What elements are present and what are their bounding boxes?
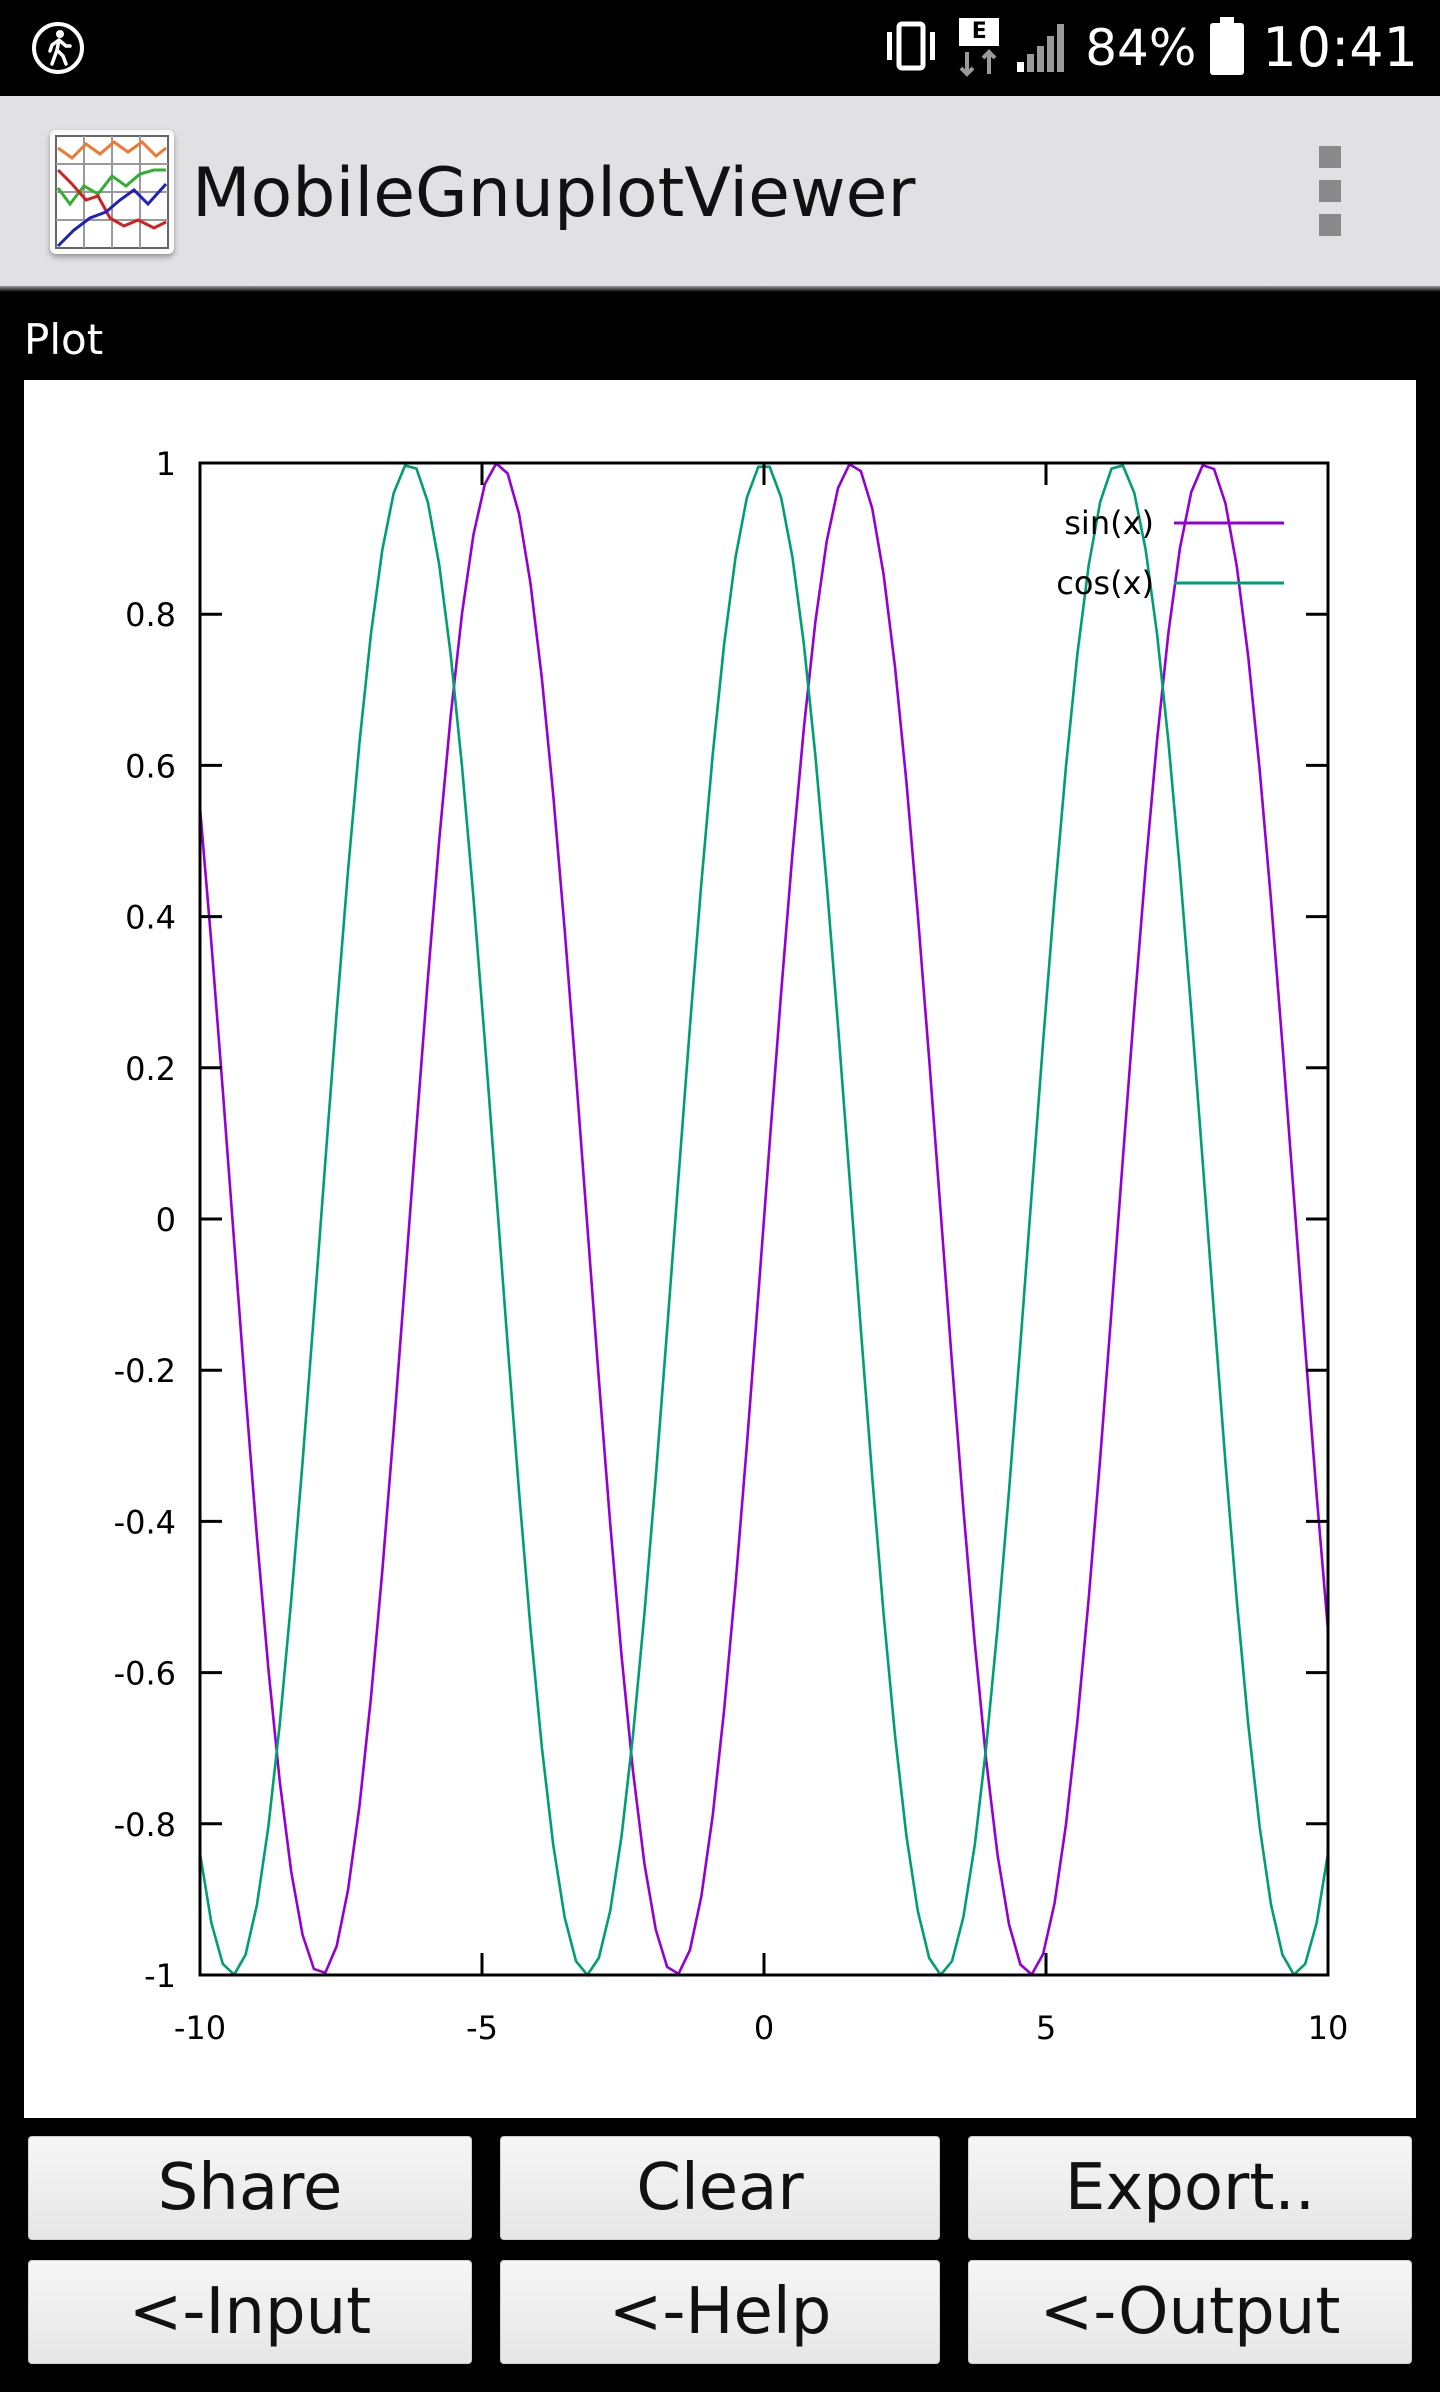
y-tick-label: -1: [144, 1957, 176, 1995]
battery-icon: [1210, 17, 1245, 79]
x-tick-label: 0: [754, 2009, 774, 2047]
activity-icon: [30, 20, 86, 76]
menu-dot: [1319, 146, 1341, 168]
export-button[interactable]: Export..: [968, 2136, 1412, 2240]
battery-percent: 84%: [1085, 19, 1197, 77]
data-transfer-icon: E: [957, 18, 1001, 78]
app-bar: MobileGnuplotViewer: [0, 96, 1440, 286]
plot-area: 1 0.8 0.6 0.4 0.2 0 -0.2 -0.4 -0.6 -0.8 -1 -10 -5 0 5 1…: [24, 380, 1416, 2118]
menu-dot: [1319, 214, 1341, 236]
network-type-badge: E: [971, 19, 987, 44]
x-tick-label: -10: [174, 2009, 226, 2047]
y-tick-label: 0.4: [125, 899, 176, 937]
y-tick-label: -0.2: [114, 1352, 176, 1390]
share-button[interactable]: Share: [28, 2136, 472, 2240]
y-tick-label: 1: [156, 445, 176, 483]
y-tick-label: 0.2: [125, 1050, 176, 1088]
output-button[interactable]: <-Output: [968, 2260, 1412, 2364]
section-label: Plot: [24, 315, 104, 364]
signal-icon: [1015, 18, 1071, 78]
y-tick-label: 0.8: [125, 596, 176, 634]
help-button[interactable]: <-Help: [500, 2260, 940, 2364]
y-tick-label: 0: [156, 1201, 176, 1239]
clock: 10:41: [1262, 16, 1418, 79]
y-tick-label: -0.4: [114, 1503, 176, 1541]
app-title: MobileGnuplotViewer: [192, 154, 916, 233]
y-tick-label: 0.6: [125, 747, 176, 785]
series-line-sinx: [198, 461, 1330, 1977]
y-tick-label: -0.6: [114, 1655, 176, 1693]
clear-button[interactable]: Clear: [500, 2136, 940, 2240]
x-tick-label: -5: [466, 2009, 498, 2047]
vibrate-icon: [879, 18, 943, 78]
x-tick-label: 10: [1308, 2009, 1349, 2047]
status-bar: E 84% 10:41: [0, 0, 1440, 96]
legend-label: sin(x): [1064, 504, 1154, 542]
plot-chart: 1 0.8 0.6 0.4 0.2 0 -0.2 -0.4 -0.6 -0.8 -1 -10 -5 0 5 1…: [114, 445, 1349, 2047]
x-tick-label: 5: [1036, 2009, 1056, 2047]
app-chart-icon: [50, 130, 174, 254]
input-button[interactable]: <-Input: [28, 2260, 472, 2364]
app-bar-shadow: [0, 286, 1440, 292]
y-tick-label: -0.8: [114, 1806, 176, 1844]
menu-dot: [1319, 180, 1341, 202]
legend-label: cos(x): [1056, 564, 1154, 602]
overflow-menu-icon[interactable]: [1300, 146, 1360, 236]
